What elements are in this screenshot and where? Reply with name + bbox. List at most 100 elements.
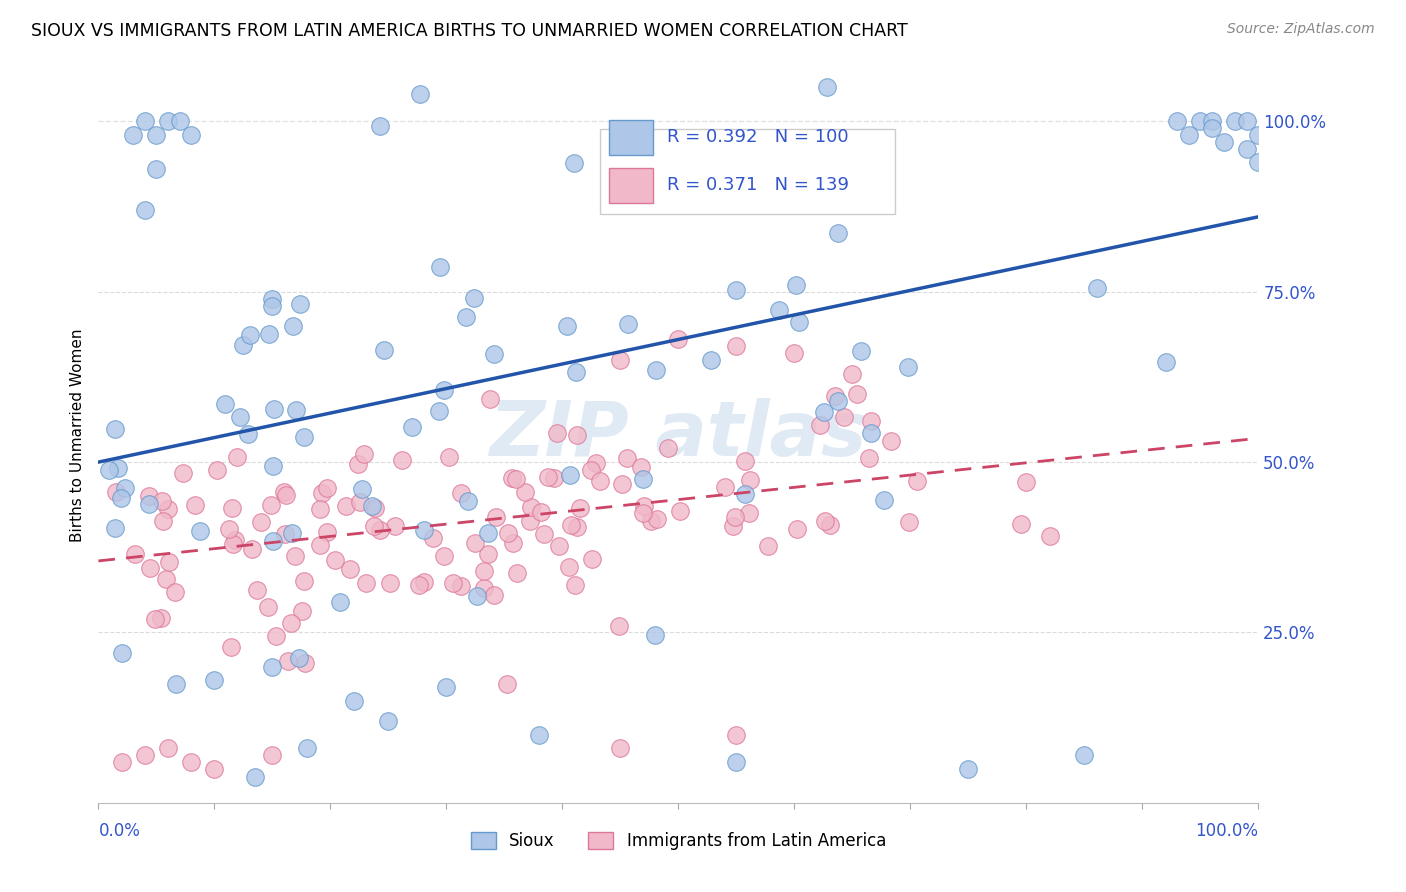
Point [309, 502, 332, 516]
Point [222, 537, 245, 551]
Point [122, 128, 145, 142]
Point [145, 128, 167, 142]
Point [413, 523, 436, 537]
Point [897, 360, 920, 375]
Point [260, 299, 283, 313]
Point [263, 401, 285, 416]
Point [734, 487, 756, 501]
Point [221, 501, 243, 516]
Point [391, 453, 413, 467]
Point [292, 430, 315, 444]
Point [808, 417, 831, 432]
Point [609, 741, 631, 756]
Point [738, 507, 761, 521]
Point [827, 394, 849, 409]
Point [361, 499, 384, 513]
Point [501, 470, 523, 484]
Point [633, 499, 655, 513]
Point [786, 522, 808, 536]
Point [110, 491, 132, 505]
Point [1178, 128, 1201, 142]
Point [734, 454, 756, 468]
Point [98, 463, 121, 477]
Point [232, 338, 254, 352]
Point [104, 521, 127, 535]
Point [657, 442, 679, 456]
Point [1236, 142, 1258, 156]
Point [1189, 114, 1212, 128]
Point [666, 333, 689, 347]
Point [145, 162, 167, 177]
Point [768, 303, 790, 318]
Point [463, 291, 485, 305]
Point [221, 640, 243, 654]
Point [725, 339, 748, 353]
Point [565, 428, 588, 442]
Text: SIOUX VS IMMIGRANTS FROM LATIN AMERICA BIRTHS TO UNMARRIED WOMEN CORRELATION CHA: SIOUX VS IMMIGRANTS FROM LATIN AMERICA B… [31, 22, 908, 40]
Point [496, 525, 519, 540]
Point [257, 599, 280, 614]
Point [262, 748, 284, 763]
Point [111, 755, 132, 769]
Point [725, 755, 748, 769]
Point [384, 519, 406, 533]
Point [205, 463, 228, 477]
Point [1247, 155, 1270, 169]
Point [1014, 475, 1036, 490]
Point [294, 657, 316, 671]
Point [225, 450, 247, 464]
Point [180, 128, 202, 142]
Point [668, 136, 690, 150]
Point [250, 515, 273, 529]
Point [485, 509, 508, 524]
Text: 0.0%: 0.0% [98, 822, 141, 840]
FancyBboxPatch shape [609, 120, 652, 155]
FancyBboxPatch shape [599, 129, 896, 214]
Point [214, 397, 236, 411]
Point [349, 495, 371, 509]
Point [281, 319, 304, 334]
Point [454, 310, 477, 325]
Point [262, 533, 284, 548]
Point [558, 468, 581, 483]
Point [353, 447, 375, 461]
Point [834, 409, 856, 424]
Point [543, 471, 565, 485]
Point [157, 114, 180, 128]
Point [138, 489, 160, 503]
FancyBboxPatch shape [609, 168, 652, 203]
Point [547, 540, 569, 554]
Point [229, 409, 252, 424]
Point [789, 315, 811, 329]
Point [905, 475, 928, 489]
Point [329, 595, 352, 609]
Point [537, 470, 560, 484]
Point [311, 486, 333, 500]
Point [1039, 529, 1062, 543]
Point [433, 549, 456, 563]
Point [155, 572, 177, 586]
Point [363, 519, 385, 533]
Point [280, 615, 302, 630]
Point [347, 457, 370, 471]
Point [1154, 355, 1177, 369]
Point [291, 604, 314, 618]
Point [111, 646, 132, 660]
Point [558, 560, 581, 574]
Point [846, 387, 869, 401]
Point [1201, 121, 1223, 136]
Point [408, 578, 430, 592]
Point [579, 463, 602, 477]
Point [472, 581, 495, 595]
Point [841, 367, 863, 381]
Point [533, 527, 555, 541]
Point [165, 677, 187, 691]
Point [815, 80, 838, 95]
Point [104, 421, 127, 435]
Point [1247, 128, 1270, 142]
Point [721, 519, 744, 533]
Point [157, 741, 180, 756]
Point [378, 575, 401, 590]
Point [138, 497, 160, 511]
Point [188, 524, 211, 538]
